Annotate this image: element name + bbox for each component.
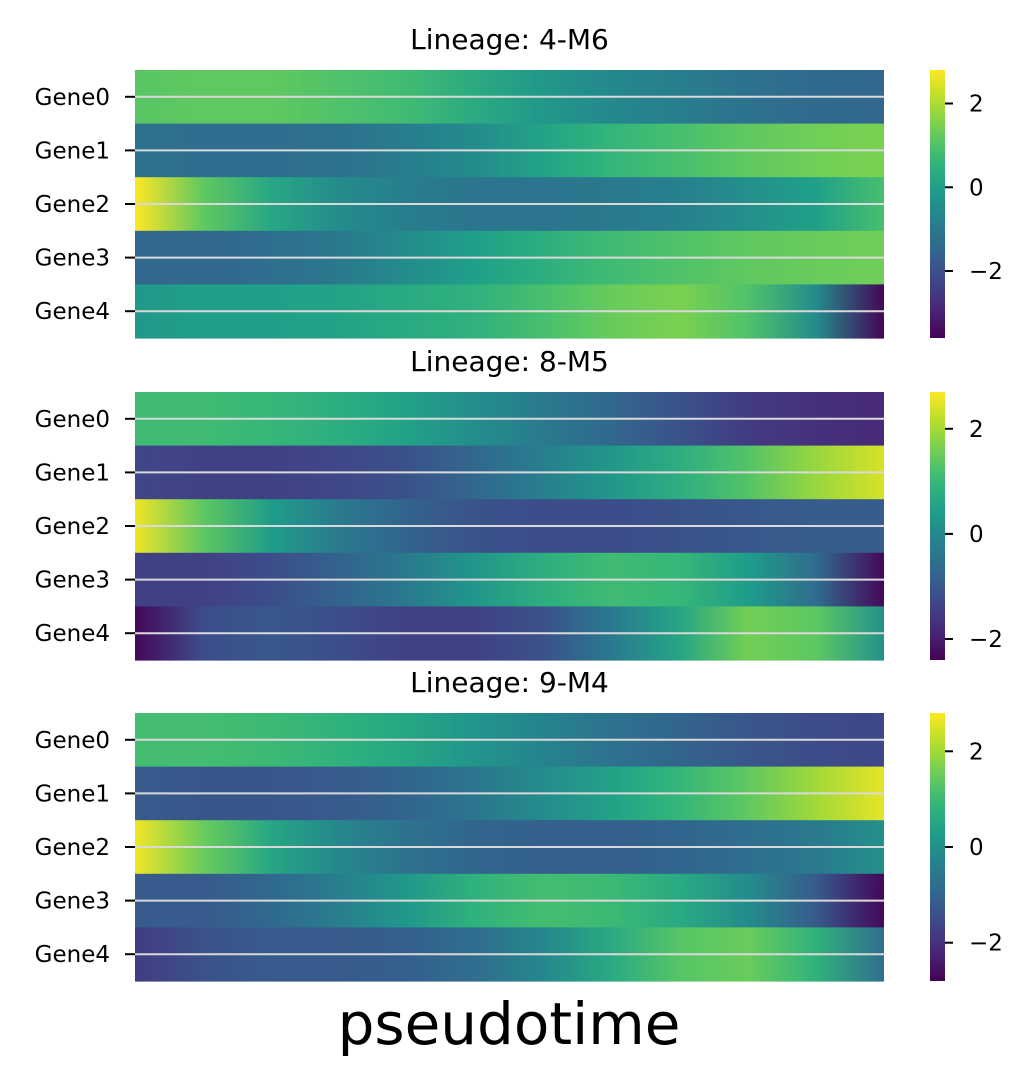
colorbar-tick-label: 2 <box>969 92 984 118</box>
heatmap-panel-3: Lineage: 9-M4 Gene0 Gene1 Gene2 Gene3 Gene4 2 0… <box>35 666 1003 982</box>
y-tick-label: Gene1 <box>35 138 110 164</box>
y-tick-label: Gene1 <box>35 781 110 807</box>
heatmap-panel-2: Lineage: 8-M5 Gene0 Gene1 Gene2 Gene3 Gene4 2 0… <box>35 345 1003 661</box>
colorbar-tick-label: −2 <box>969 931 1003 957</box>
y-tick-label: Gene2 <box>35 514 110 540</box>
colorbar <box>930 392 945 660</box>
colorbar-tick-label: 2 <box>969 417 984 443</box>
y-tick-label: Gene2 <box>35 192 110 218</box>
colorbar-tick-label: −2 <box>969 259 1003 285</box>
y-tick-label: Gene4 <box>35 299 110 325</box>
y-tick-label: Gene4 <box>35 942 110 968</box>
y-tick-label: Gene0 <box>35 407 110 433</box>
colorbar <box>930 713 945 981</box>
y-tick-label: Gene0 <box>35 85 110 111</box>
y-tick-label: Gene2 <box>35 835 110 861</box>
panel-title: Lineage: 8-M5 <box>410 345 609 378</box>
y-tick-label: Gene3 <box>35 246 110 272</box>
y-tick-label: Gene4 <box>35 621 110 647</box>
y-tick-label: Gene3 <box>35 568 110 594</box>
colorbar <box>930 70 945 338</box>
colorbar-tick-label: 0 <box>969 835 984 861</box>
heatmap-panels: Lineage: 4-M6 Gene0 Gene1 Gene2 Gene3 Gene4 2 0… <box>35 23 1003 982</box>
heatmap-panel-1: Lineage: 4-M6 Gene0 Gene1 Gene2 Gene3 Gene4 2 0… <box>35 23 1003 339</box>
y-tick-label: Gene3 <box>35 889 110 915</box>
y-tick-label: Gene1 <box>35 460 110 486</box>
colorbar-tick-label: −2 <box>969 627 1003 653</box>
x-axis-label: pseudotime <box>338 990 681 1058</box>
y-tick-label: Gene0 <box>35 728 110 754</box>
panel-title: Lineage: 9-M4 <box>410 666 609 699</box>
colorbar-tick-label: 0 <box>969 175 984 201</box>
colorbar-tick-label: 2 <box>969 739 984 765</box>
panel-title: Lineage: 4-M6 <box>410 23 609 56</box>
colorbar-tick-label: 0 <box>969 522 984 548</box>
